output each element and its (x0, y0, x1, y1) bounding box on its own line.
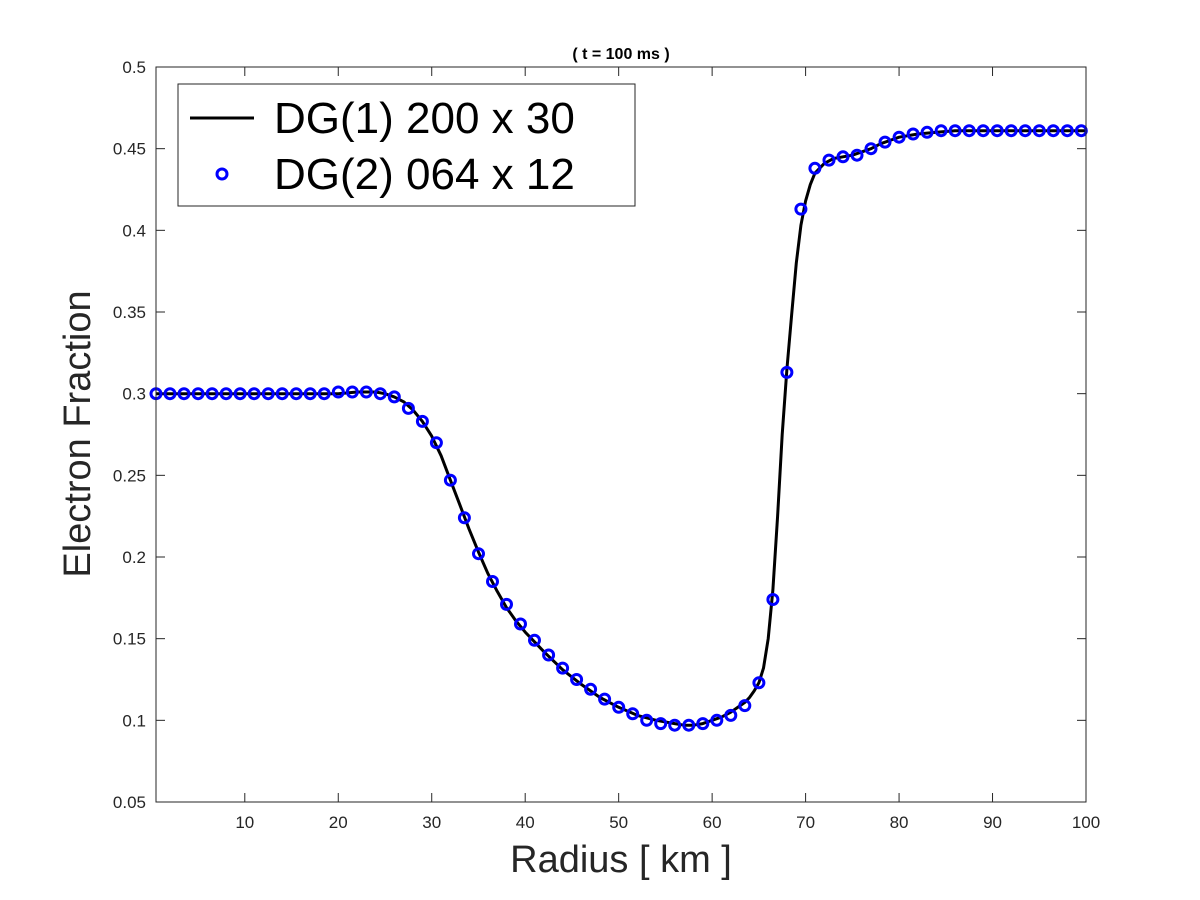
data-point (892, 130, 906, 144)
data-point (415, 414, 429, 428)
data-point (990, 124, 1004, 138)
series-line-0 (156, 129, 1086, 727)
data-point (752, 676, 766, 690)
x-tick-label: 40 (516, 813, 535, 832)
data-point (780, 365, 794, 379)
y-tick-label: 0.4 (122, 221, 146, 240)
data-point (1046, 124, 1060, 138)
data-point (1060, 124, 1074, 138)
y-tick-label: 0.35 (113, 303, 146, 322)
data-point (247, 387, 261, 401)
y-axis-label: Electron Fraction (57, 290, 99, 577)
data-point (303, 387, 317, 401)
data-point (962, 124, 976, 138)
data-point (682, 718, 696, 732)
data-point (696, 717, 710, 731)
data-point (1032, 124, 1046, 138)
legend-marker-swatch (215, 167, 229, 181)
data-point (275, 387, 289, 401)
data-point (261, 387, 275, 401)
x-tick-label: 60 (703, 813, 722, 832)
data-point (331, 385, 345, 399)
data-point (920, 125, 934, 139)
data-point (163, 387, 177, 401)
y-tick-label: 0.45 (113, 140, 146, 159)
legend-box (177, 83, 636, 207)
data-point (570, 673, 584, 686)
chart-title: ( t = 100 ms ) (572, 46, 669, 63)
data-point (500, 597, 513, 611)
data-point (794, 202, 808, 216)
y-tick-label: 0.15 (113, 630, 146, 649)
data-point (401, 401, 415, 415)
x-axis-label: Radius [ km ] (510, 839, 732, 881)
x-tick-label: 100 (1072, 813, 1100, 832)
axes-box (155, 66, 1087, 803)
data-point (177, 387, 191, 401)
data-point (317, 387, 331, 401)
y-tick-label: 0.05 (113, 793, 146, 812)
data-point (542, 648, 556, 662)
data-point (219, 387, 233, 401)
data-point (850, 148, 864, 162)
data-point (556, 661, 570, 675)
x-tick-label: 90 (983, 813, 1002, 832)
data-point (514, 617, 527, 631)
data-point (486, 575, 499, 588)
data-point (724, 708, 738, 722)
data-point (668, 718, 682, 732)
data-point (373, 387, 387, 401)
data-point (612, 700, 626, 714)
data-point (359, 385, 373, 399)
data-point (906, 127, 920, 141)
legend-entry-dg1: DG(1) 200 x 30 (274, 94, 575, 143)
data-point (472, 547, 485, 561)
x-tick-label: 10 (235, 813, 254, 832)
data-point (345, 385, 359, 399)
data-point (1018, 124, 1032, 138)
data-point (528, 633, 541, 647)
data-point (429, 436, 443, 450)
x-tick-label: 30 (422, 813, 441, 832)
data-point (584, 682, 598, 696)
data-point (640, 713, 654, 727)
x-tick-label: 80 (890, 813, 909, 832)
data-point (233, 387, 247, 401)
data-point (878, 135, 892, 149)
y-tick-label: 0.3 (122, 385, 146, 404)
data-point (654, 717, 668, 731)
data-point (387, 390, 401, 404)
x-tick-label: 50 (609, 813, 628, 832)
y-tick-label: 0.1 (122, 711, 146, 730)
data-point (948, 124, 962, 138)
data-point (457, 511, 471, 525)
legend: DG(1) 200 x 30 DG(2) 064 x 12 (177, 83, 636, 207)
series-layer (149, 124, 1088, 732)
data-point (205, 387, 219, 401)
x-tick-label: 20 (329, 813, 348, 832)
data-point (289, 387, 303, 401)
data-point (808, 161, 822, 175)
data-point (766, 593, 780, 606)
y-tick-label: 0.25 (113, 466, 146, 485)
data-point (1004, 124, 1018, 138)
data-point (836, 150, 850, 164)
data-point (191, 387, 205, 401)
y-tick-label: 0.2 (122, 548, 146, 567)
axis-ticks: 10 20 30 40 50 60 70 80 90 100 0.05 0.1 0.15 0.2 0.25 0… (113, 58, 1100, 832)
data-point (934, 124, 948, 138)
data-point (738, 699, 752, 713)
data-point (710, 713, 724, 727)
data-point (598, 692, 612, 706)
data-point (626, 707, 640, 721)
data-point (976, 124, 990, 138)
data-point (822, 153, 836, 167)
legend-entry-dg2: DG(2) 064 x 12 (274, 150, 575, 199)
x-tick-label: 70 (796, 813, 815, 832)
y-tick-label: 0.5 (122, 58, 146, 77)
data-point (864, 142, 878, 156)
data-point (443, 473, 457, 487)
